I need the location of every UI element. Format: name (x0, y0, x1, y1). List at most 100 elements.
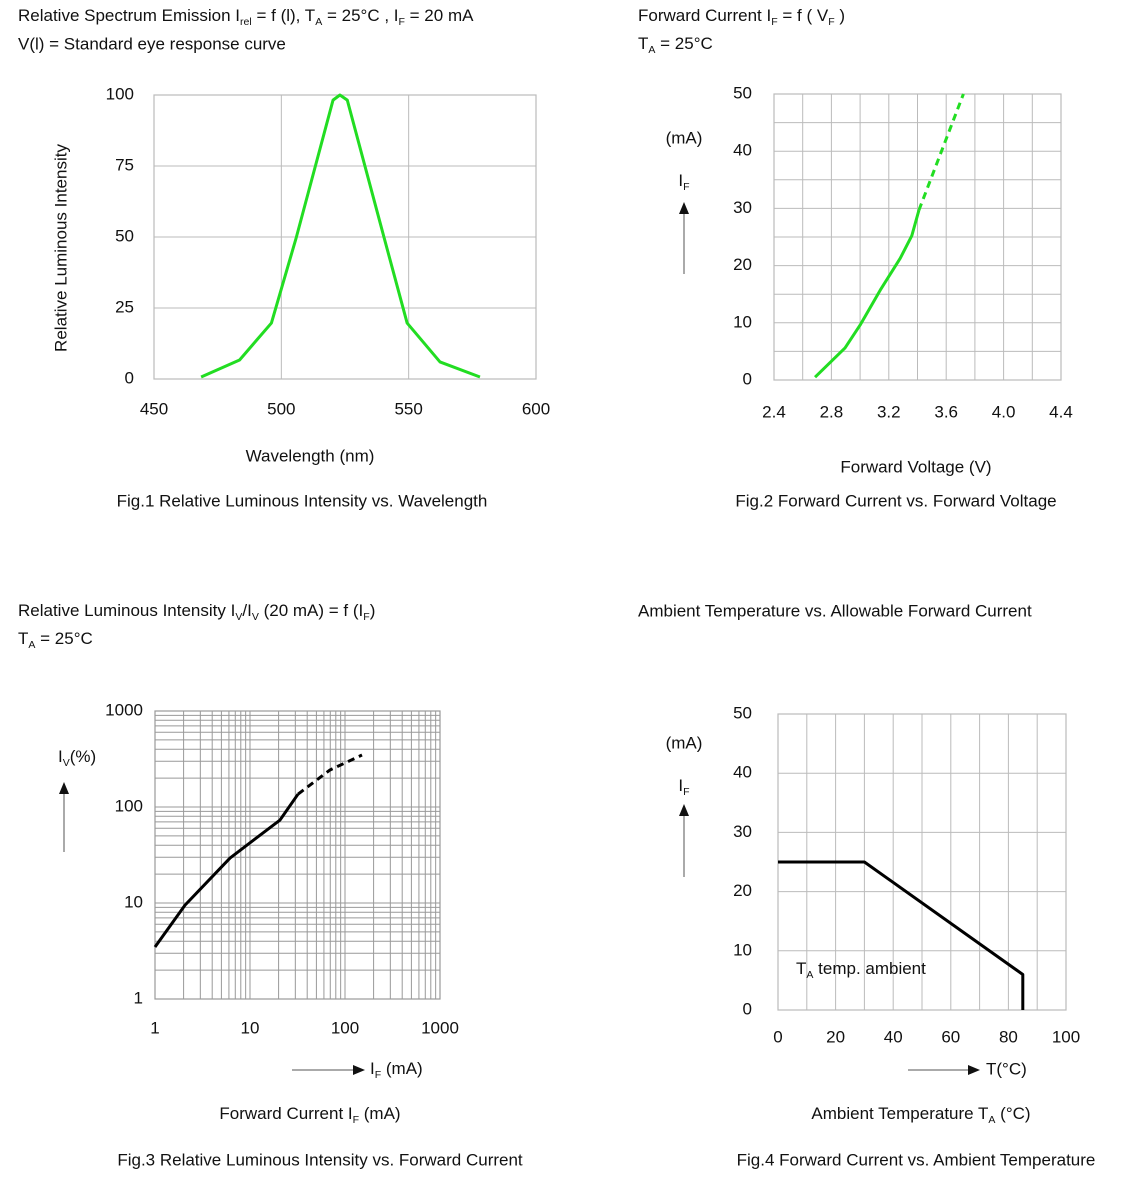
text-part: I (370, 1059, 375, 1078)
arrow-head (679, 202, 689, 214)
subscript: V (235, 611, 242, 623)
subscript: A (806, 969, 813, 981)
subscript: A (315, 16, 322, 28)
x-tick-label: 20 (826, 1027, 845, 1046)
chart-title: Forward Current IF = f ( VF ) (638, 6, 845, 27)
x-tick-label: 550 (394, 399, 422, 418)
text-part: Forward Current I (219, 1104, 352, 1123)
text-part: Relative Luminous Intensity I (18, 601, 235, 620)
text-part: Forward Current I (638, 6, 771, 25)
y-axis-label: Relative Luminous Intensity (51, 144, 70, 352)
text-part: ) (370, 601, 376, 620)
x-axis-label: Ambient Temperature TA (°C) (811, 1104, 1030, 1125)
x-tick-label: 0 (773, 1027, 782, 1046)
x-tick-label: 10 (241, 1018, 260, 1037)
subscript: V (63, 757, 70, 769)
y-axis-unit: (mA) (666, 128, 703, 147)
plot-frame (154, 710, 441, 1000)
y-tick-label: 20 (733, 255, 752, 274)
x-axis-label: Forward Current IF (mA) (219, 1104, 400, 1125)
arrow-head (679, 804, 689, 816)
text-part: T (18, 629, 28, 648)
text-part: T (638, 34, 648, 53)
text-part: = 25°C (655, 34, 712, 53)
y-tick-label: 25 (115, 297, 134, 316)
data-line (813, 209, 921, 379)
chart-title: Relative Luminous Intensity IV/IV (20 mA… (18, 601, 375, 622)
chart-subtitle: TA = 25°C (638, 34, 713, 55)
text-part: (°C) (995, 1104, 1030, 1123)
y-axis-label: IF (678, 171, 690, 192)
data-line (297, 753, 363, 796)
x-tick-label: 600 (522, 399, 550, 418)
figure-caption: Fig.4 Forward Current vs. Ambient Temper… (737, 1150, 1096, 1169)
x-tick-label: 1000 (421, 1018, 459, 1037)
x-tick-label: 60 (941, 1027, 960, 1046)
text-part: (mA) (359, 1104, 401, 1123)
x-tick-label: 4.0 (992, 402, 1016, 421)
figure-caption: Fig.3 Relative Luminous Intensity vs. Fo… (117, 1150, 523, 1169)
subscript: V (252, 611, 259, 623)
y-tick-label: 30 (733, 822, 752, 841)
subscript: F (399, 16, 406, 28)
x-tick-label: 2.8 (820, 402, 844, 421)
subscript: F (363, 611, 370, 623)
y-tick-label: 0 (743, 369, 752, 388)
x-tick-label: 1 (150, 1018, 159, 1037)
y-axis-label: IV(%) (58, 747, 96, 768)
data-line (917, 93, 965, 211)
subscript: F (771, 16, 778, 28)
x-tick-label: 3.2 (877, 402, 901, 421)
y-tick-label: 10 (124, 892, 143, 911)
x-axis-label: Wavelength (nm) (246, 446, 375, 465)
text-part: I (678, 776, 683, 795)
y-axis-label: IF (678, 776, 690, 797)
y-tick-label: 0 (743, 999, 752, 1018)
data-line (153, 793, 300, 948)
text-part: = f ( V (778, 6, 829, 25)
subscript: A (648, 44, 655, 56)
subscript: A (28, 639, 35, 651)
y-tick-label: 50 (733, 83, 752, 102)
x-tick-label: 40 (884, 1027, 903, 1046)
y-tick-label: 100 (115, 796, 143, 815)
arrow-head (59, 782, 69, 794)
text-part: Relative Spectrum Emission I (18, 6, 240, 25)
y-tick-label: 10 (733, 940, 752, 959)
text-part: ) (835, 6, 845, 25)
y-tick-label: 20 (733, 881, 752, 900)
x-tick-label: 2.4 (762, 402, 786, 421)
y-tick-label: 40 (733, 141, 752, 160)
x-arrow-label: IF (mA) (370, 1059, 423, 1080)
text-part: (%) (70, 747, 96, 766)
plot-frame (773, 93, 1062, 381)
y-axis-unit: (mA) (666, 733, 703, 752)
subscript: F (353, 1114, 360, 1126)
chart-title: Ambient Temperature vs. Allowable Forwar… (638, 601, 1032, 620)
y-tick-label: 100 (106, 84, 134, 103)
arrow-head (353, 1065, 365, 1075)
text-part: /I (242, 601, 251, 620)
x-tick-label: 500 (267, 399, 295, 418)
subscript: F (375, 1069, 382, 1081)
chart-subtitle: TA = 25°C (18, 629, 93, 650)
x-tick-label: 450 (140, 399, 168, 418)
x-arrow-label: T(°C) (986, 1059, 1027, 1078)
x-tick-label: 4.4 (1049, 402, 1073, 421)
x-tick-label: 80 (999, 1027, 1018, 1046)
subscript: F (683, 786, 690, 798)
y-tick-label: 50 (115, 226, 134, 245)
figure-caption: Fig.2 Forward Current vs. Forward Voltag… (735, 491, 1056, 510)
x-tick-label: 100 (1052, 1027, 1080, 1046)
y-tick-label: 50 (733, 703, 752, 722)
data-line (200, 93, 481, 379)
text-part: (mA) (381, 1059, 423, 1078)
y-tick-label: 75 (115, 155, 134, 174)
chart-title: Relative Spectrum Emission Irel = f (l),… (18, 6, 474, 27)
chart-subtitle: V(l) = Standard eye response curve (18, 34, 286, 53)
x-tick-label: 3.6 (934, 402, 958, 421)
x-axis-label: Forward Voltage (V) (840, 457, 991, 476)
subscript: F (828, 16, 835, 28)
plot-frame (153, 94, 537, 380)
